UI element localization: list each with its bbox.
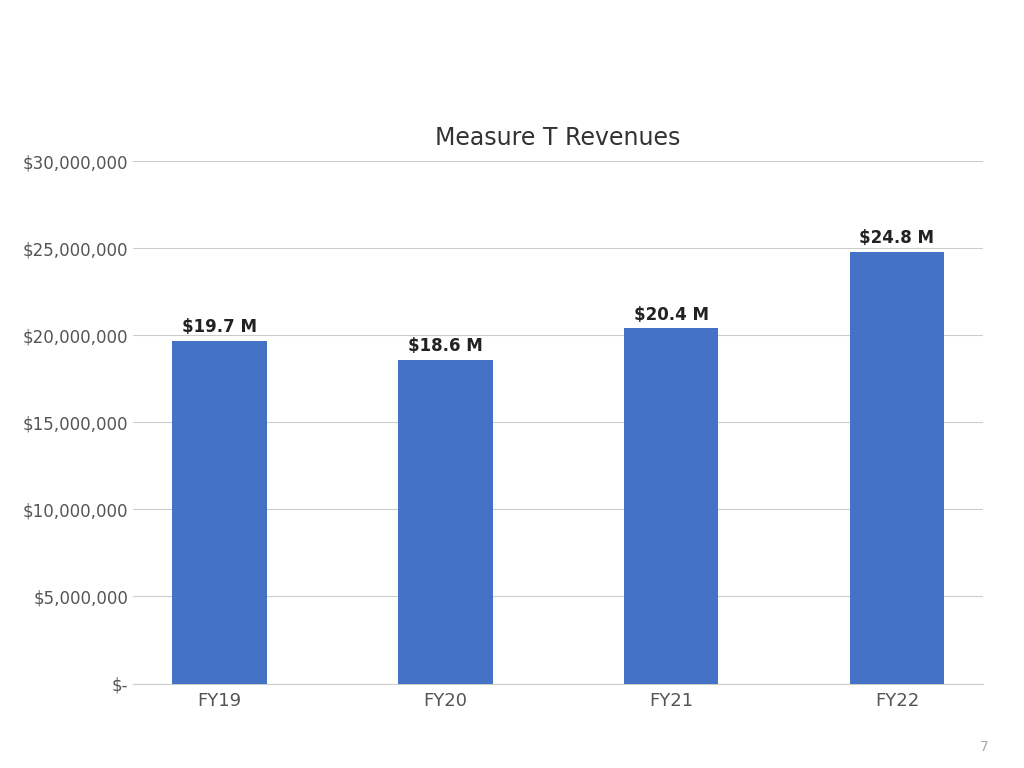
Bar xyxy=(172,340,266,684)
Text: $24.8 M: $24.8 M xyxy=(859,229,935,247)
Text: $20.4 M: $20.4 M xyxy=(634,306,709,323)
Text: $19.7 M: $19.7 M xyxy=(181,318,257,336)
Text: $18.6 M: $18.6 M xyxy=(408,337,482,355)
Text: 7: 7 xyxy=(979,740,988,754)
Bar xyxy=(397,359,493,684)
Bar xyxy=(624,329,719,684)
Title: Measure T Revenues: Measure T Revenues xyxy=(435,126,681,150)
Bar xyxy=(850,252,944,684)
Text: Measure T Revenue Comparison: Measure T Revenue Comparison xyxy=(23,33,550,61)
